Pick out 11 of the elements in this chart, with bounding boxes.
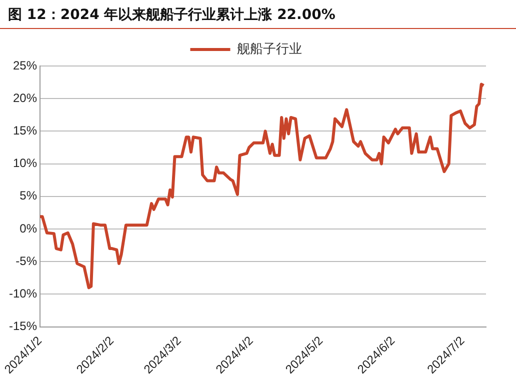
chart-title: 图 12：2024 年以来舰船子行业累计上涨 22.00% (0, 0, 516, 29)
y-tick-label: -5% (16, 254, 38, 268)
y-tick-label: -15% (9, 319, 38, 334)
y-tick-label: -10% (9, 286, 38, 300)
y-tick-label: 0% (20, 221, 38, 236)
legend-label: 舰船子行业 (236, 42, 302, 57)
y-tick-label: 15% (12, 124, 38, 138)
y-tick-label: 5% (20, 188, 38, 203)
y-tick-label: 20% (12, 90, 38, 105)
y-tick-label: 25% (12, 58, 38, 72)
y-tick-label: 10% (12, 156, 38, 170)
